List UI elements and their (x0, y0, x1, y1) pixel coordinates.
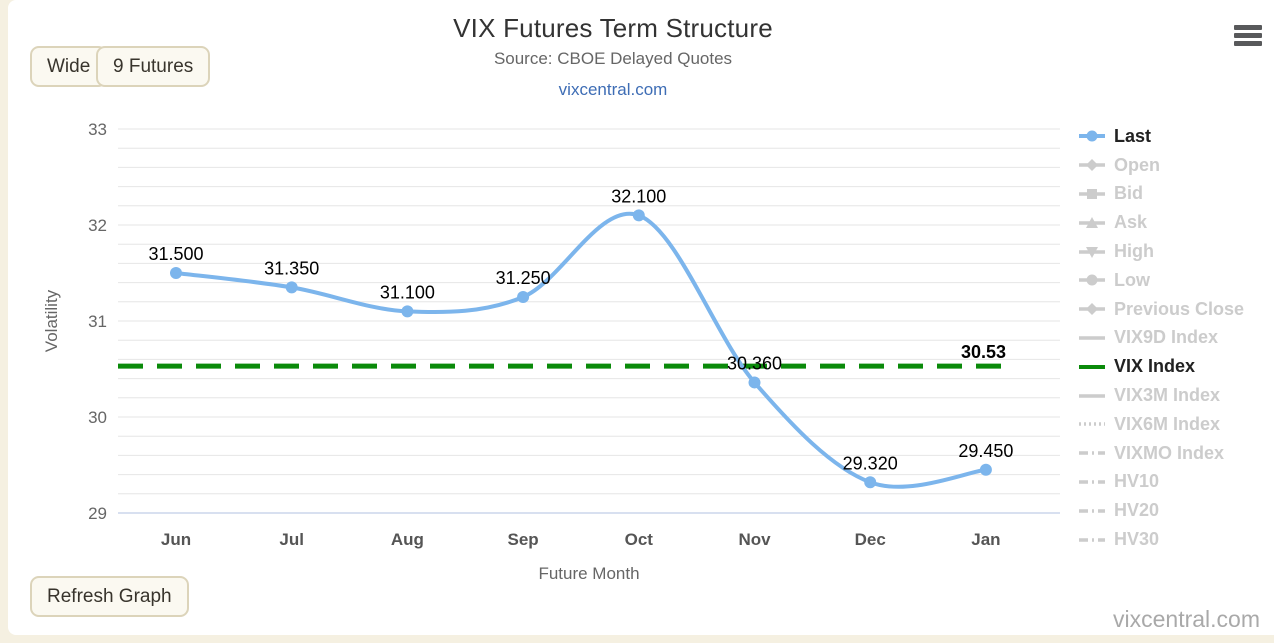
data-point-label: 31.250 (496, 268, 551, 288)
legend-item-label: HV10 (1114, 471, 1160, 492)
legend-line-icon (1079, 422, 1105, 427)
vixcentral-link[interactable]: vixcentral.com (558, 80, 668, 99)
data-point-label: 29.450 (958, 441, 1013, 461)
y-tick-label: 30 (88, 408, 107, 427)
x-tick-label: Oct (625, 530, 654, 549)
data-point-marker[interactable] (748, 376, 761, 389)
legend-item-high[interactable]: High (1078, 237, 1244, 266)
data-point-label: 31.350 (264, 258, 319, 278)
legend-item-label: VIX3M Index (1114, 385, 1221, 406)
legend-item-bid[interactable]: Bid (1078, 180, 1244, 209)
menu-icon-bar (1234, 25, 1262, 30)
x-tick-label: Dec (855, 530, 886, 549)
legend-item-label: Bid (1114, 183, 1143, 204)
legend-item-vix-index[interactable]: VIX Index (1078, 352, 1244, 381)
legend-diamond-icon (1079, 303, 1105, 316)
legend-triangle-up-icon (1079, 216, 1105, 228)
page-title: VIX Futures Term Structure (453, 13, 773, 43)
data-point-marker[interactable] (632, 209, 645, 222)
data-point-marker[interactable] (170, 267, 182, 279)
legend-item-previous-close[interactable]: Previous Close (1078, 295, 1244, 324)
legend-item-label: Last (1114, 125, 1152, 146)
watermark-text: vixcentral.com (1113, 606, 1260, 632)
legend-item-label: VIX Index (1114, 356, 1196, 377)
data-point-label: 32.100 (611, 186, 666, 206)
legend-item-open[interactable]: Open (1078, 151, 1244, 180)
legend-line-icon (1079, 537, 1105, 542)
last-series-line (174, 211, 988, 489)
data-point-marker[interactable] (517, 291, 530, 303)
data-point-marker[interactable] (979, 463, 992, 476)
legend-item-label: HV20 (1114, 500, 1160, 521)
y-axis-title: Volatility (42, 289, 61, 352)
legend-item-label: HV30 (1114, 529, 1160, 550)
data-point-label: 30.360 (727, 353, 782, 373)
legend-item-label: Open (1114, 154, 1161, 175)
legend-item-vix6m-index[interactable]: VIX6M Index (1078, 410, 1244, 439)
legend-item-ask[interactable]: Ask (1078, 208, 1244, 237)
y-tick-label: 32 (88, 216, 107, 235)
legend-item-label: High (1114, 241, 1154, 262)
legend-item-last[interactable]: Last (1078, 122, 1244, 151)
refresh-graph-button[interactable]: Refresh Graph (30, 576, 189, 617)
menu-icon-bar (1234, 33, 1262, 38)
legend-item-vix3m-index[interactable]: VIX3M Index (1078, 381, 1244, 410)
legend-item-label: Ask (1114, 212, 1148, 233)
x-axis-title: Future Month (538, 564, 639, 583)
legend-item-hv30[interactable]: HV30 (1078, 525, 1244, 554)
legend-item-label: Low (1114, 269, 1150, 290)
x-tick-label: Jun (161, 530, 191, 549)
chart-header: VIX Futures Term Structure Source: CBOE … (10, 13, 1216, 100)
legend-line-icon (1079, 393, 1105, 398)
menu-icon[interactable] (1234, 25, 1262, 49)
data-point-label: 29.320 (843, 453, 898, 473)
nine-futures-button[interactable]: 9 Futures (96, 46, 211, 87)
y-tick-label: 33 (88, 120, 107, 139)
y-tick-label: 29 (88, 504, 107, 523)
x-tick-label: Sep (508, 530, 539, 549)
legend-line-icon (1079, 451, 1105, 455)
data-point-marker[interactable] (864, 476, 877, 489)
data-point-marker[interactable] (401, 305, 414, 318)
data-point-label: 31.100 (380, 282, 435, 302)
data-point-label: 31.500 (148, 244, 203, 264)
legend-line-icon (1079, 480, 1105, 484)
legend-triangle-down-icon (1079, 246, 1105, 258)
chart-panel (8, 0, 1274, 635)
legend-item-vix9d-index[interactable]: VIX9D Index (1078, 324, 1244, 353)
data-point-marker[interactable] (285, 281, 298, 294)
legend-item-label: VIX6M Index (1114, 413, 1221, 434)
legend-line-icon (1079, 364, 1105, 369)
chart-subtitle: Source: CBOE Delayed Quotes (493, 49, 733, 68)
legend-square-icon (1079, 188, 1105, 199)
legend-item-hv20[interactable]: HV20 (1078, 496, 1244, 525)
x-tick-label: Nov (738, 530, 771, 549)
legend-circle-icon (1079, 274, 1105, 286)
legend-line-icon (1079, 336, 1105, 340)
legend-line-icon (1079, 509, 1105, 513)
legend-item-label: VIX9D Index (1114, 327, 1219, 348)
legend-circle-icon (1079, 130, 1105, 142)
legend-item-label: VIXMO Index (1114, 442, 1225, 463)
legend-diamond-icon (1079, 159, 1105, 172)
chart-legend: Last Open Bid Ask High Low Previous Close VIX9D… (1078, 122, 1244, 554)
legend-item-vixmo-index[interactable]: VIXMO Index (1078, 439, 1244, 468)
x-tick-label: Aug (391, 530, 424, 549)
legend-item-hv10[interactable]: HV10 (1078, 468, 1244, 497)
x-tick-label: Jan (971, 530, 1000, 549)
legend-item-label: Previous Close (1114, 298, 1245, 319)
menu-icon-bar (1234, 41, 1262, 46)
y-tick-label: 31 (88, 312, 107, 331)
legend-item-low[interactable]: Low (1078, 266, 1244, 295)
x-tick-label: Jul (279, 530, 304, 549)
vix-index-value-label: 30.53 (961, 342, 1006, 362)
